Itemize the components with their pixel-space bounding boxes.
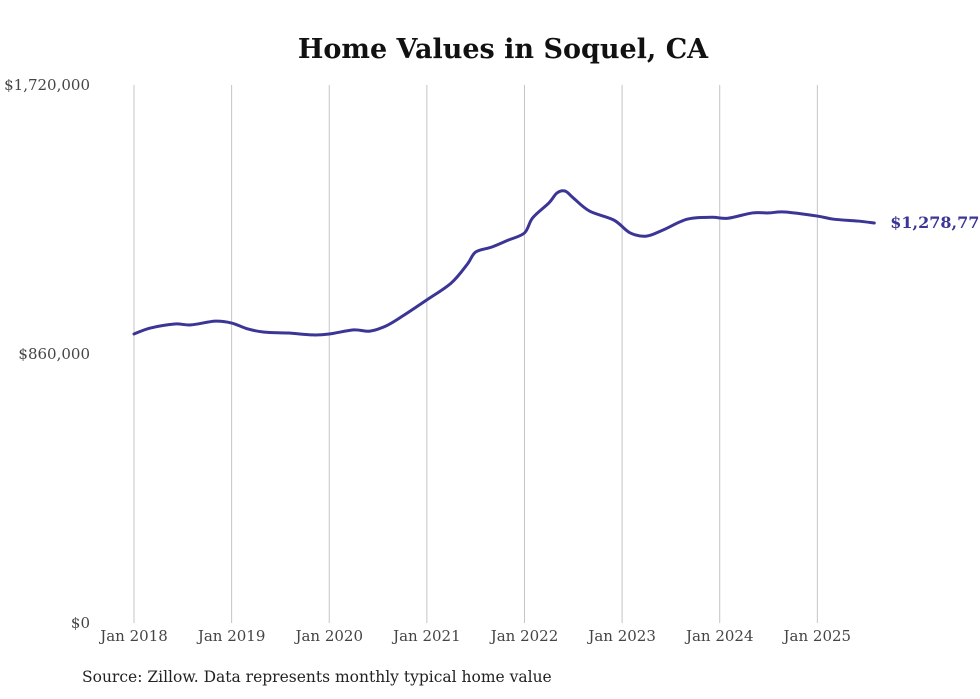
- source-note: Source: Zillow. Data represents monthly …: [82, 668, 552, 686]
- end-value-label: $1,278,777: [890, 213, 980, 232]
- x-tick-label: Jan 2025: [782, 627, 852, 645]
- x-tick-label: Jan 2020: [293, 627, 363, 645]
- x-tick-label: Jan 2024: [684, 627, 754, 645]
- y-tick-label: $860,000: [18, 345, 90, 363]
- x-tick-label: Jan 2021: [391, 627, 461, 645]
- x-tick-label: Jan 2023: [586, 627, 656, 645]
- y-tick-label: $1,720,000: [4, 76, 90, 94]
- y-tick-label: $0: [71, 614, 90, 632]
- chart-title: Home Values in Soquel, CA: [298, 34, 709, 65]
- x-tick-label: Jan 2022: [489, 627, 559, 645]
- x-tick-label: Jan 2018: [98, 627, 168, 645]
- series-line-home-value: [132, 189, 876, 337]
- x-tick-label: Jan 2019: [196, 627, 266, 645]
